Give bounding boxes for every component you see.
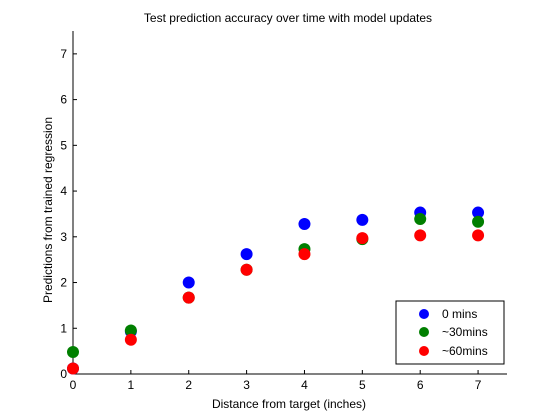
y-tick-label: 5 [60,138,67,152]
y-tick-label: 4 [60,184,67,198]
legend-marker-30-mins [419,327,429,337]
x-axis-title: Distance from target (inches) [212,397,366,411]
data-point-60mins [472,229,485,242]
data-point-0-mins [298,217,311,230]
data-point-60mins [240,263,253,276]
y-tick-label: 3 [60,230,67,244]
legend-marker-0-mins [419,309,429,319]
x-tick-label: 7 [475,378,482,392]
y-tick-label: 6 [60,93,67,107]
data-point-60mins [414,229,427,242]
y-ticks: 0 1 2 3 4 5 6 7 [60,47,77,381]
x-tick-label: 0 [70,378,77,392]
axes-box [72,31,507,375]
x-tick-label: 1 [128,378,135,392]
x-tick-label: 6 [417,378,424,392]
data-point-0-mins [240,248,253,261]
data-points [67,206,485,375]
data-point-30mins [414,212,427,225]
x-tick-label: 3 [243,378,250,392]
data-point-60mins [356,232,369,245]
x-tick-label: 5 [359,378,366,392]
x-tick-label: 2 [185,378,192,392]
y-tick-label: 1 [60,321,67,335]
legend-label-0-mins: 0 mins [442,307,477,321]
data-point-30mins [472,215,485,228]
legend-marker-60-mins [419,346,429,356]
legend-label-30-mins: ~30mins [442,325,488,339]
data-point-60mins [67,362,79,375]
legend-box [395,300,505,365]
y-tick-label: 0 [60,367,67,381]
data-point-30mins [67,346,79,359]
data-point-60mins [182,291,195,304]
y-tick-label: 7 [60,47,67,61]
data-point-60mins [298,248,311,261]
y-axis-title: Predictions from trained regression [41,117,55,303]
data-point-30mins [124,324,137,337]
data-point-0-mins [182,276,195,289]
chart-title: Test prediction accuracy over time with … [144,11,432,25]
legend: 0 mins ~30mins ~60mins [395,300,505,365]
y-tick-label: 2 [60,276,67,290]
legend-label-60-mins: ~60mins [442,344,488,358]
data-point-60mins [124,333,137,346]
data-point-0-mins [356,213,369,226]
data-point-0-mins [472,206,485,219]
x-tick-label: 4 [301,378,308,392]
